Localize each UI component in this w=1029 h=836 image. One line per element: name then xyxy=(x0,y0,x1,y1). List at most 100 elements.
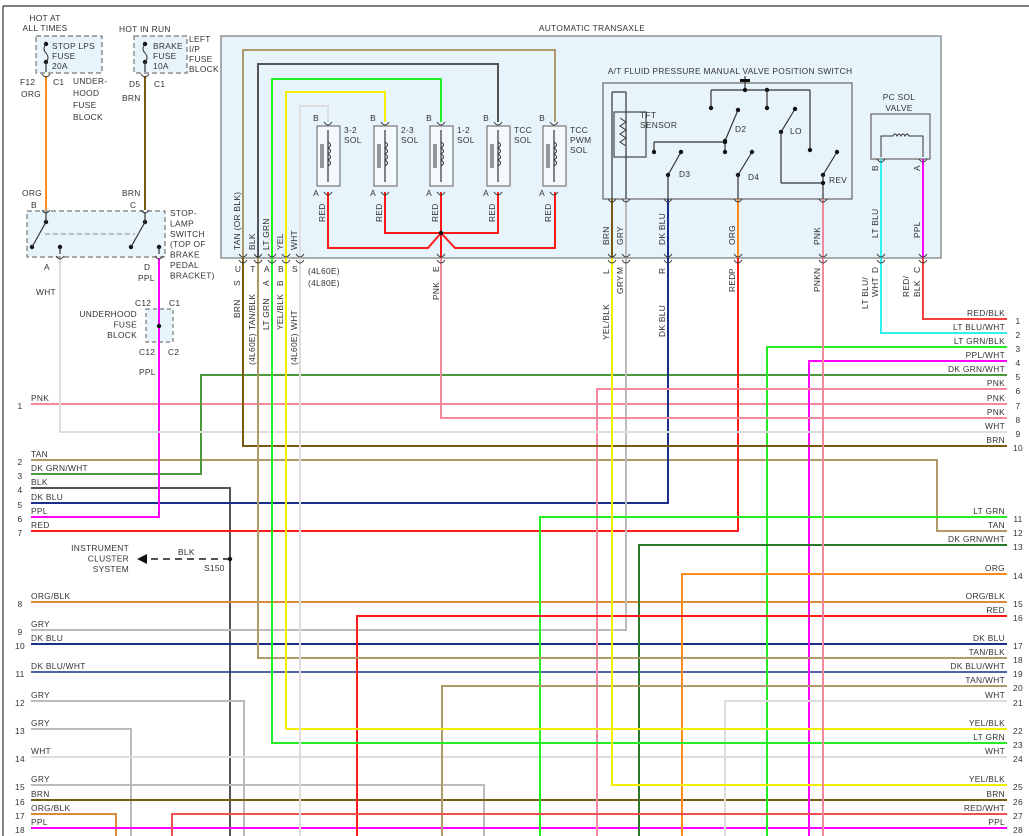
pin-label: E xyxy=(431,266,441,272)
right-row-number: 19 xyxy=(1013,669,1023,679)
line xyxy=(724,109,739,142)
right-row-wire-label: ORG/BLK xyxy=(966,591,1005,601)
wire-color-label: RED xyxy=(487,203,497,222)
coil-icon xyxy=(497,141,501,167)
right-row-wire-label: LT GRN xyxy=(973,506,1005,516)
fuse-label: BRAKE xyxy=(153,41,183,51)
line xyxy=(780,108,796,133)
wire xyxy=(285,91,386,258)
solenoid-label: SOL xyxy=(401,135,419,145)
wire xyxy=(171,813,1007,836)
switch-contact-line xyxy=(130,221,146,248)
wire xyxy=(880,159,1007,334)
wire-color-label: PPL xyxy=(912,221,922,238)
junction-dot xyxy=(820,180,826,186)
pin-label: A xyxy=(912,165,922,171)
pin-label: S xyxy=(292,264,298,274)
wire-color-label: RED xyxy=(317,203,327,222)
connector-pin-icon xyxy=(154,255,164,260)
left-row-number: 2 xyxy=(18,457,23,467)
wire-color-label: PPL xyxy=(138,273,155,283)
right-row-number: 15 xyxy=(1013,599,1023,609)
fuse-block-label: UNDERHOOD xyxy=(79,309,137,319)
line xyxy=(822,151,838,176)
right-row-wire-label: RED/BLK xyxy=(967,308,1005,318)
splice-label: S150 xyxy=(204,563,225,573)
stop-lamp-switch-label: SWITCH xyxy=(170,229,205,239)
right-row-wire-label: DK BLU/WHT xyxy=(950,661,1005,671)
wire-color-label: BRN xyxy=(232,299,242,318)
instrument-cluster-label: SYSTEM xyxy=(93,564,129,574)
connector-label: C1 xyxy=(169,298,180,308)
wire-color-label: BLK xyxy=(178,547,195,557)
left-row-number: 18 xyxy=(15,825,25,835)
pin-a-label: A xyxy=(370,188,376,198)
solenoid-label: TCC xyxy=(570,125,588,135)
connector-label: C12 xyxy=(135,298,151,308)
connector-pin-icon xyxy=(918,253,928,258)
pin-label: C xyxy=(912,267,922,273)
wire xyxy=(766,346,1007,836)
right-row-number: 27 xyxy=(1013,811,1023,821)
connector-pin-icon xyxy=(253,259,263,264)
coil-icon xyxy=(384,141,388,167)
switch-position-label: D3 xyxy=(679,169,690,179)
junction-dot xyxy=(678,149,684,155)
solenoid-label: 3-2 xyxy=(344,125,357,135)
right-row-number: 8 xyxy=(1016,415,1021,425)
connector-pin-icon xyxy=(436,121,446,126)
pin-label: B xyxy=(31,200,37,210)
right-row-wire-label: TAN xyxy=(988,520,1005,530)
power-source-label: HOT AT xyxy=(29,13,60,23)
pin-b-label: B xyxy=(539,113,545,123)
right-row-number: 24 xyxy=(1013,754,1023,764)
connector-pin-icon xyxy=(549,121,559,126)
pin-label: D xyxy=(870,267,880,273)
connector-pin-icon xyxy=(733,259,743,264)
right-row-wire-label: RED xyxy=(986,605,1005,615)
right-row-wire-label: DK BLU xyxy=(973,633,1005,643)
solenoid-label: SOL xyxy=(570,145,588,155)
stop-lamp-switch-label: BRACKET) xyxy=(170,270,215,280)
power-source-label: HOT IN RUN xyxy=(119,24,171,34)
instrument-cluster-label: CLUSTER xyxy=(88,554,129,564)
stop-lamp-switch-label: (TOP OF xyxy=(170,239,206,249)
wire-color-label: RED/ xyxy=(901,275,911,297)
left-row-wire-label: GRY xyxy=(31,690,50,700)
tft-sensor-box xyxy=(613,111,647,158)
pin-label: A xyxy=(261,280,271,286)
connector-pin-icon xyxy=(436,259,446,264)
left-row-wire-label: PPL xyxy=(31,506,48,516)
wire-color-label: BLK xyxy=(247,233,257,250)
pin-label: T xyxy=(250,264,255,274)
wire xyxy=(242,49,556,258)
pc-sol-valve-label: VALVE xyxy=(885,103,912,113)
fuse-icon xyxy=(43,43,49,63)
wire xyxy=(356,615,1007,836)
left-row-number: 17 xyxy=(15,811,25,821)
connector-label: C1 xyxy=(154,79,165,89)
fuse-block-label: FUSE xyxy=(113,320,137,330)
wire-color-label: GRY xyxy=(615,275,625,294)
wire xyxy=(31,784,485,836)
wire-color-label: ORG xyxy=(727,225,737,245)
left-row-number: 11 xyxy=(15,669,24,679)
left-row-number: 16 xyxy=(15,797,25,807)
tft-sensor-label: SENSOR xyxy=(640,120,677,130)
right-row-wire-label: TAN/WHT xyxy=(965,675,1005,685)
pin-label: A xyxy=(264,264,270,274)
connector-pin-icon xyxy=(733,198,743,203)
left-row-number: 1 xyxy=(18,401,23,411)
left-row-wire-label: DK BLU/WHT xyxy=(31,661,86,671)
left-row-wire-label: PPL xyxy=(31,817,48,827)
wire xyxy=(31,487,231,836)
fuse-label: FUSE xyxy=(153,51,177,61)
left-row-wire-label: DK BLU xyxy=(31,633,63,643)
wire-color-label: ORG xyxy=(22,188,42,198)
pin-label: S xyxy=(232,280,242,286)
connector-pin-icon xyxy=(663,198,673,203)
right-row-wire-label: TAN/BLK xyxy=(969,647,1005,657)
model-note-label: (4L60E) xyxy=(247,333,257,365)
fuse-block-label: LEFT xyxy=(189,34,211,44)
right-row-wire-label: PNK xyxy=(987,407,1005,417)
